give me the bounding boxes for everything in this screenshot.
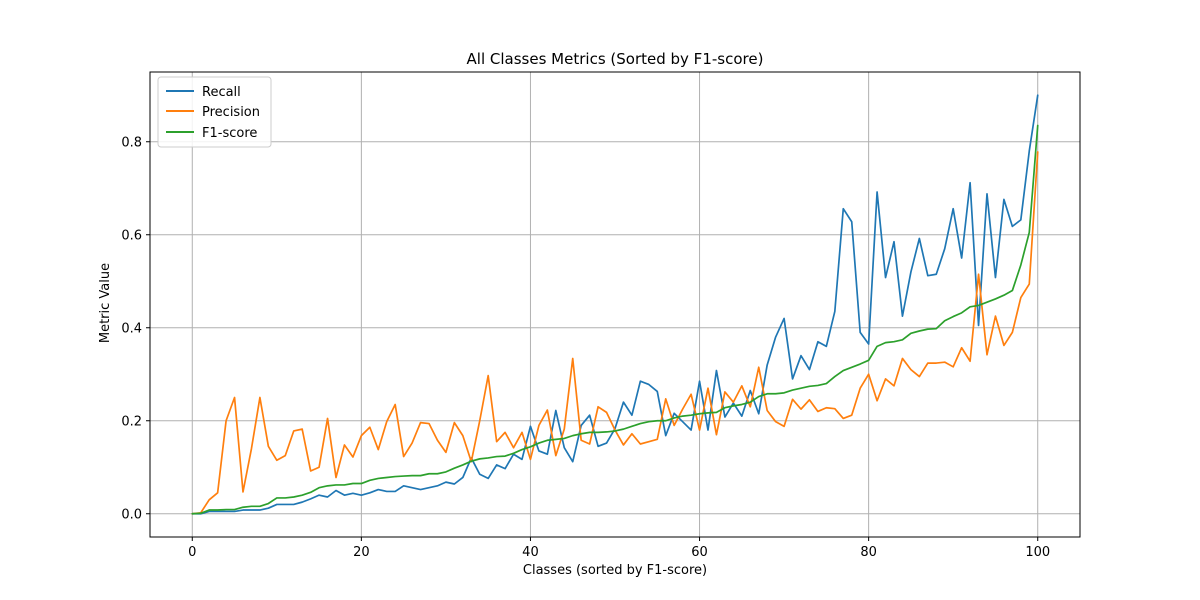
y-axis-label: Metric Value: [98, 263, 113, 343]
legend-box: [157, 76, 272, 148]
y-axis-ticks: 0.0 0.2 0.4 0.6 0.8: [121, 135, 150, 522]
x-tick-label: 0: [188, 545, 196, 560]
x-tick-label: 20: [353, 545, 370, 560]
y-tick-label: 0.6: [121, 228, 142, 243]
x-tick-label: 40: [522, 545, 539, 560]
legend: Recall Precision F1-score: [157, 76, 272, 148]
plot-frame: [149, 71, 1081, 538]
y-tick-label: 0.8: [121, 135, 142, 150]
x-axis-label: Classes (sorted by F1-score): [523, 563, 707, 578]
series-line-precision: [191, 151, 1039, 515]
legend-label-precision: Precision: [202, 105, 260, 120]
y-tick-label: 0.4: [121, 321, 142, 336]
chart-title: All Classes Metrics (Sorted by F1-score): [467, 50, 764, 68]
x-tick-label: 100: [1025, 545, 1050, 560]
y-tick-label: 0.2: [121, 414, 142, 429]
x-tick-label: 80: [860, 545, 877, 560]
series-line-f1-score: [191, 124, 1039, 515]
grid: [150, 72, 1080, 537]
x-axis-ticks: 0 20 40 60 80 100: [188, 537, 1050, 560]
series-lines: [191, 94, 1039, 515]
legend-label-recall: Recall: [202, 85, 241, 100]
legend-label-f1-score: F1-score: [202, 126, 257, 141]
x-tick-label: 60: [691, 545, 708, 560]
y-tick-label: 0.0: [121, 507, 142, 522]
